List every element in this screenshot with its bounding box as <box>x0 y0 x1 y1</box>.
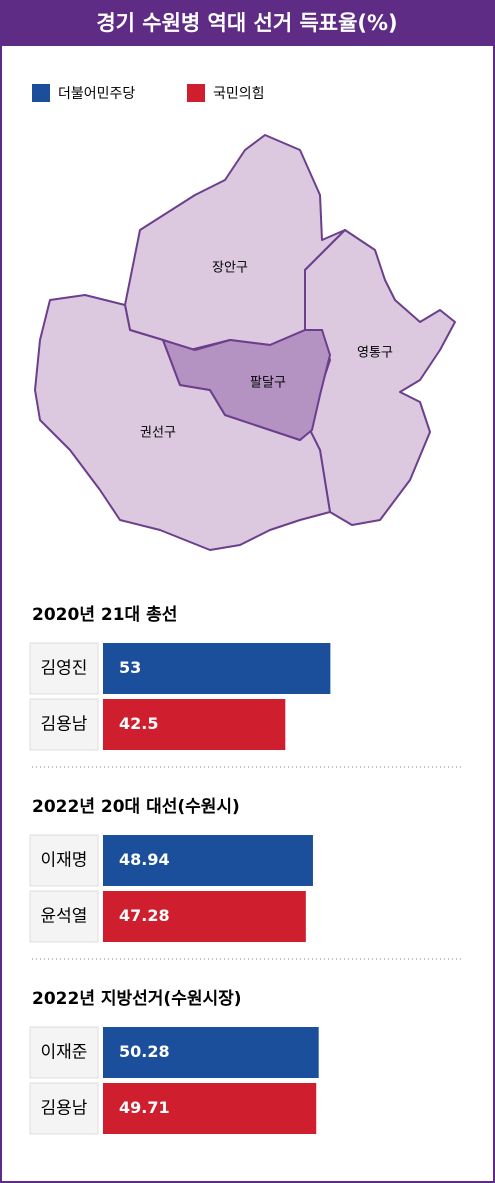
legend-swatch <box>32 84 50 102</box>
legend-label: 더불어민주당 <box>58 86 135 102</box>
bar <box>103 835 313 886</box>
value-label: 49.71 <box>119 1098 170 1117</box>
name-box <box>29 890 99 943</box>
category-label: 김영진 <box>41 659 88 679</box>
category-label: 이재명 <box>41 851 88 871</box>
bar <box>103 699 286 750</box>
bar <box>103 1027 319 1078</box>
chart-title: 2022년 20대 대선(수원시) <box>32 797 240 817</box>
map-region <box>34 294 331 551</box>
bar <box>103 1083 317 1134</box>
map-region <box>162 329 331 441</box>
name-box <box>29 1082 99 1135</box>
category-label: 이재준 <box>41 1043 88 1063</box>
name-box <box>29 1026 99 1079</box>
legend-swatch <box>187 84 205 102</box>
value-label: 53 <box>119 658 141 677</box>
chart-title: 2020년 21대 총선 <box>32 605 177 625</box>
title: 경기 수원병 역대 선거 득표율(%) <box>96 11 397 35</box>
region-label: 장안구 <box>212 261 248 276</box>
category-label: 윤석열 <box>41 907 88 927</box>
value-label: 48.94 <box>119 850 170 869</box>
category-label: 김용남 <box>41 1099 88 1119</box>
bar <box>103 643 331 694</box>
region-label: 영통구 <box>357 346 393 361</box>
name-box <box>29 834 99 887</box>
map <box>34 134 456 551</box>
category-label: 김용남 <box>41 715 88 735</box>
value-label: 47.28 <box>119 906 170 925</box>
region-label: 팔달구 <box>250 376 286 391</box>
name-box <box>29 698 99 751</box>
value-label: 50.28 <box>119 1042 170 1061</box>
title-bar <box>0 0 495 46</box>
region-label: 권선구 <box>140 426 176 441</box>
chart-title: 2022년 지방선거(수원시장) <box>32 989 242 1009</box>
name-box <box>29 642 99 695</box>
bar <box>103 891 306 942</box>
value-label: 42.5 <box>119 714 158 733</box>
legend-label: 국민의힘 <box>213 86 265 102</box>
